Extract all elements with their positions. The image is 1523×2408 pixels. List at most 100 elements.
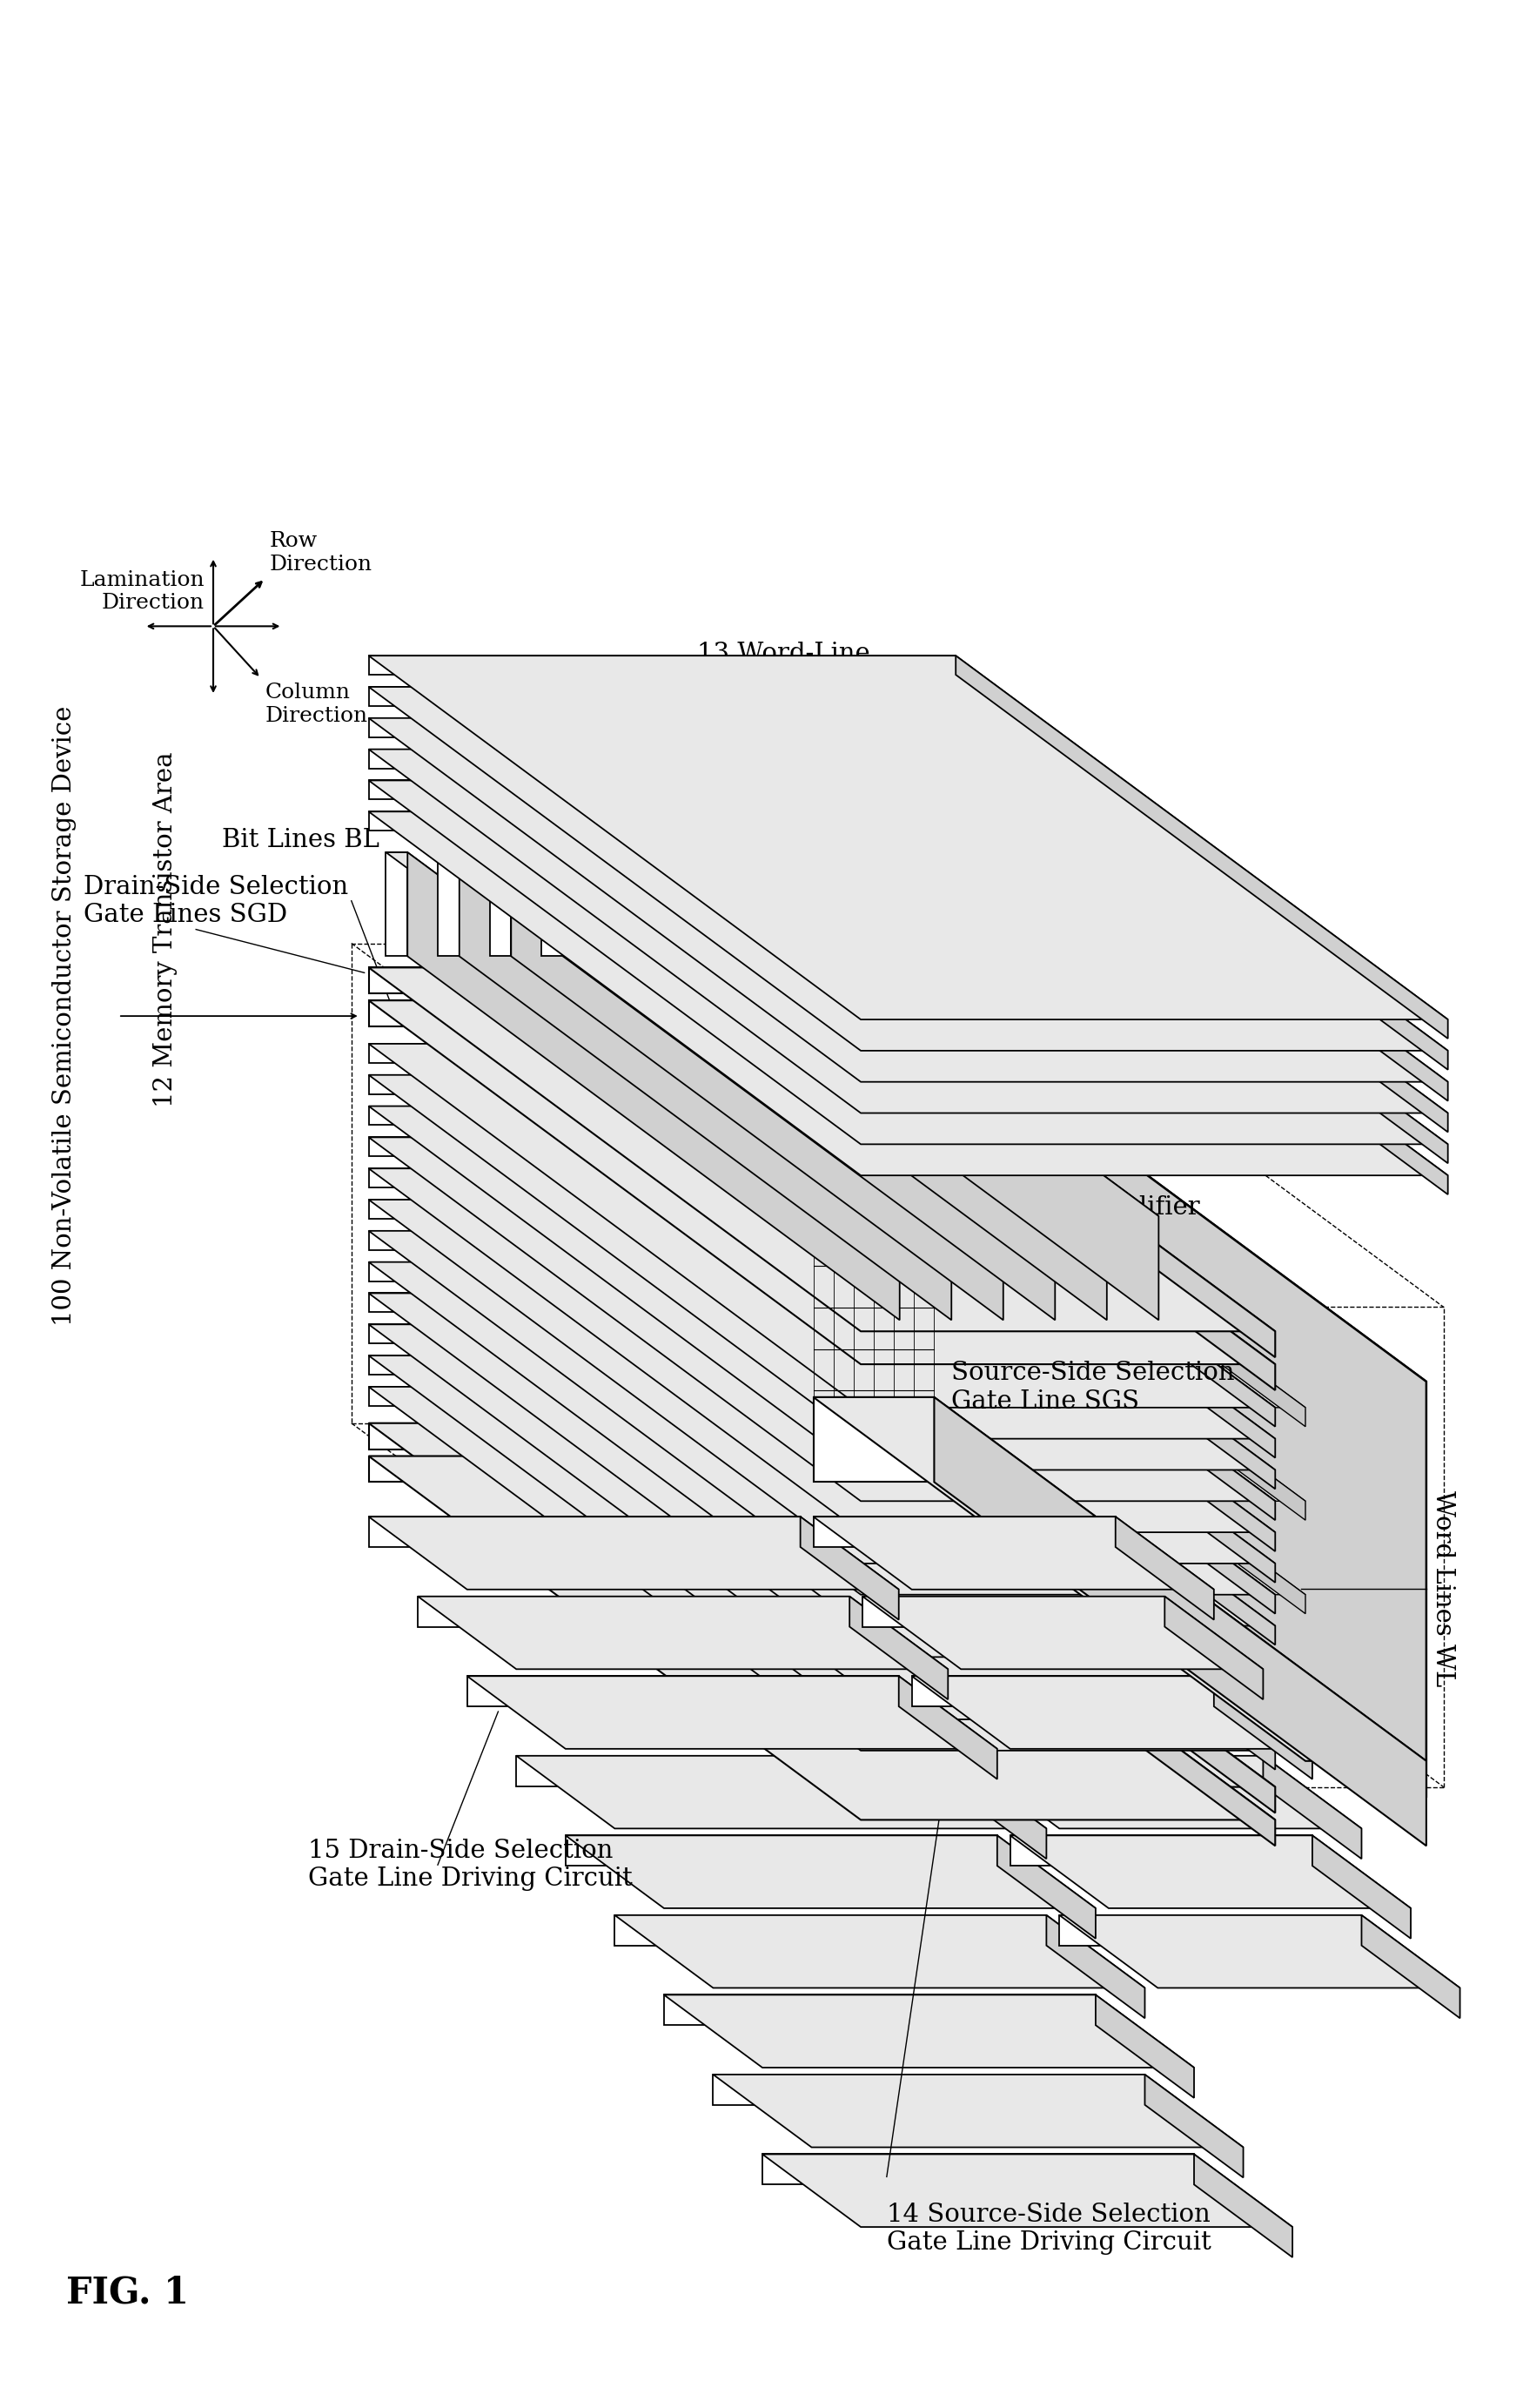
Polygon shape (541, 852, 1055, 1216)
Polygon shape (437, 852, 952, 1216)
Polygon shape (369, 780, 1448, 1144)
Polygon shape (512, 852, 1004, 1320)
Polygon shape (956, 780, 1448, 1163)
Polygon shape (369, 686, 1448, 1050)
Polygon shape (369, 1293, 1275, 1657)
Polygon shape (813, 1517, 1115, 1546)
Polygon shape (369, 1199, 783, 1218)
Polygon shape (713, 2076, 1243, 2148)
Polygon shape (813, 1517, 1214, 1589)
Polygon shape (783, 1423, 1275, 1813)
Polygon shape (417, 1597, 850, 1628)
Text: Drain-Side Selection
Gate Lines SGD: Drain-Side Selection Gate Lines SGD (84, 874, 349, 927)
Polygon shape (813, 1019, 934, 1433)
Text: 12 Memory Transistor Area: 12 Memory Transistor Area (154, 751, 178, 1108)
Polygon shape (369, 1356, 1275, 1719)
Polygon shape (1060, 1914, 1461, 1989)
Polygon shape (1214, 1676, 1313, 1780)
Polygon shape (713, 2076, 1145, 2105)
Polygon shape (489, 852, 1004, 1216)
Polygon shape (813, 1137, 1305, 1519)
Polygon shape (1145, 2076, 1243, 2177)
Polygon shape (1010, 1835, 1410, 1907)
Polygon shape (1263, 1755, 1362, 1859)
Polygon shape (1010, 1835, 1313, 1866)
Polygon shape (783, 1356, 1275, 1739)
Polygon shape (516, 1755, 1046, 1828)
Polygon shape (1313, 1835, 1410, 1938)
Polygon shape (369, 1457, 783, 1481)
Polygon shape (369, 749, 1448, 1112)
Polygon shape (813, 1019, 1427, 1382)
Polygon shape (862, 1597, 1165, 1628)
Polygon shape (1060, 1914, 1362, 1946)
Polygon shape (783, 1043, 813, 1062)
Polygon shape (783, 1137, 1305, 1500)
Text: 13 Word-Line
Driving Circuit: 13 Word-Line Driving Circuit (696, 641, 888, 694)
Polygon shape (783, 1230, 813, 1250)
Polygon shape (369, 1457, 1275, 1820)
Polygon shape (541, 852, 564, 956)
Polygon shape (783, 1457, 1275, 1847)
Polygon shape (369, 999, 1275, 1365)
Polygon shape (369, 968, 1275, 1332)
Polygon shape (783, 968, 1275, 1358)
Polygon shape (912, 1676, 1214, 1707)
Polygon shape (961, 1755, 1362, 1828)
Polygon shape (934, 1397, 1427, 1847)
Polygon shape (369, 1517, 801, 1546)
Polygon shape (763, 2155, 1194, 2184)
Polygon shape (369, 718, 956, 737)
Polygon shape (516, 1755, 947, 1787)
Polygon shape (783, 1324, 1275, 1707)
Polygon shape (667, 852, 1159, 1320)
Polygon shape (899, 1676, 998, 1780)
Polygon shape (813, 1397, 1427, 1760)
Text: Bit Lines BL: Bit Lines BL (222, 828, 379, 852)
Polygon shape (783, 1074, 1275, 1457)
Polygon shape (956, 749, 1448, 1132)
Polygon shape (369, 1293, 783, 1312)
Polygon shape (385, 852, 900, 1216)
Polygon shape (369, 749, 956, 768)
Polygon shape (369, 1168, 1275, 1531)
Polygon shape (369, 811, 1448, 1175)
Polygon shape (783, 1137, 813, 1156)
Polygon shape (369, 655, 1448, 1019)
Polygon shape (468, 1676, 998, 1748)
Text: 16 Sense Amplifier: 16 Sense Amplifier (956, 1194, 1200, 1221)
Polygon shape (801, 1517, 899, 1621)
Polygon shape (369, 1262, 783, 1281)
Polygon shape (783, 1324, 1305, 1688)
Polygon shape (783, 1168, 1275, 1551)
Polygon shape (417, 1597, 947, 1669)
Polygon shape (369, 1387, 1275, 1751)
Polygon shape (1115, 1517, 1214, 1621)
Polygon shape (369, 1168, 783, 1187)
Polygon shape (1362, 1914, 1461, 2018)
Polygon shape (565, 1835, 998, 1866)
Polygon shape (947, 1755, 1046, 1859)
Polygon shape (783, 1043, 1305, 1409)
Polygon shape (369, 718, 1448, 1081)
Polygon shape (813, 1324, 1305, 1707)
Polygon shape (369, 999, 783, 1026)
Polygon shape (369, 1199, 1275, 1563)
Polygon shape (369, 1137, 783, 1156)
Polygon shape (468, 1676, 899, 1707)
Polygon shape (644, 852, 667, 956)
Polygon shape (369, 1105, 783, 1125)
Text: Lamination
Direction: Lamination Direction (79, 571, 204, 614)
Polygon shape (369, 1043, 1275, 1409)
Polygon shape (1046, 1914, 1145, 2018)
Polygon shape (369, 811, 956, 831)
Polygon shape (615, 852, 1107, 1320)
Polygon shape (1165, 1597, 1263, 1700)
Polygon shape (369, 686, 956, 706)
Polygon shape (592, 852, 615, 956)
Polygon shape (850, 1597, 947, 1700)
Polygon shape (369, 1324, 783, 1344)
Polygon shape (912, 1676, 1313, 1748)
Polygon shape (998, 1835, 1095, 1938)
Polygon shape (664, 1994, 1095, 2025)
